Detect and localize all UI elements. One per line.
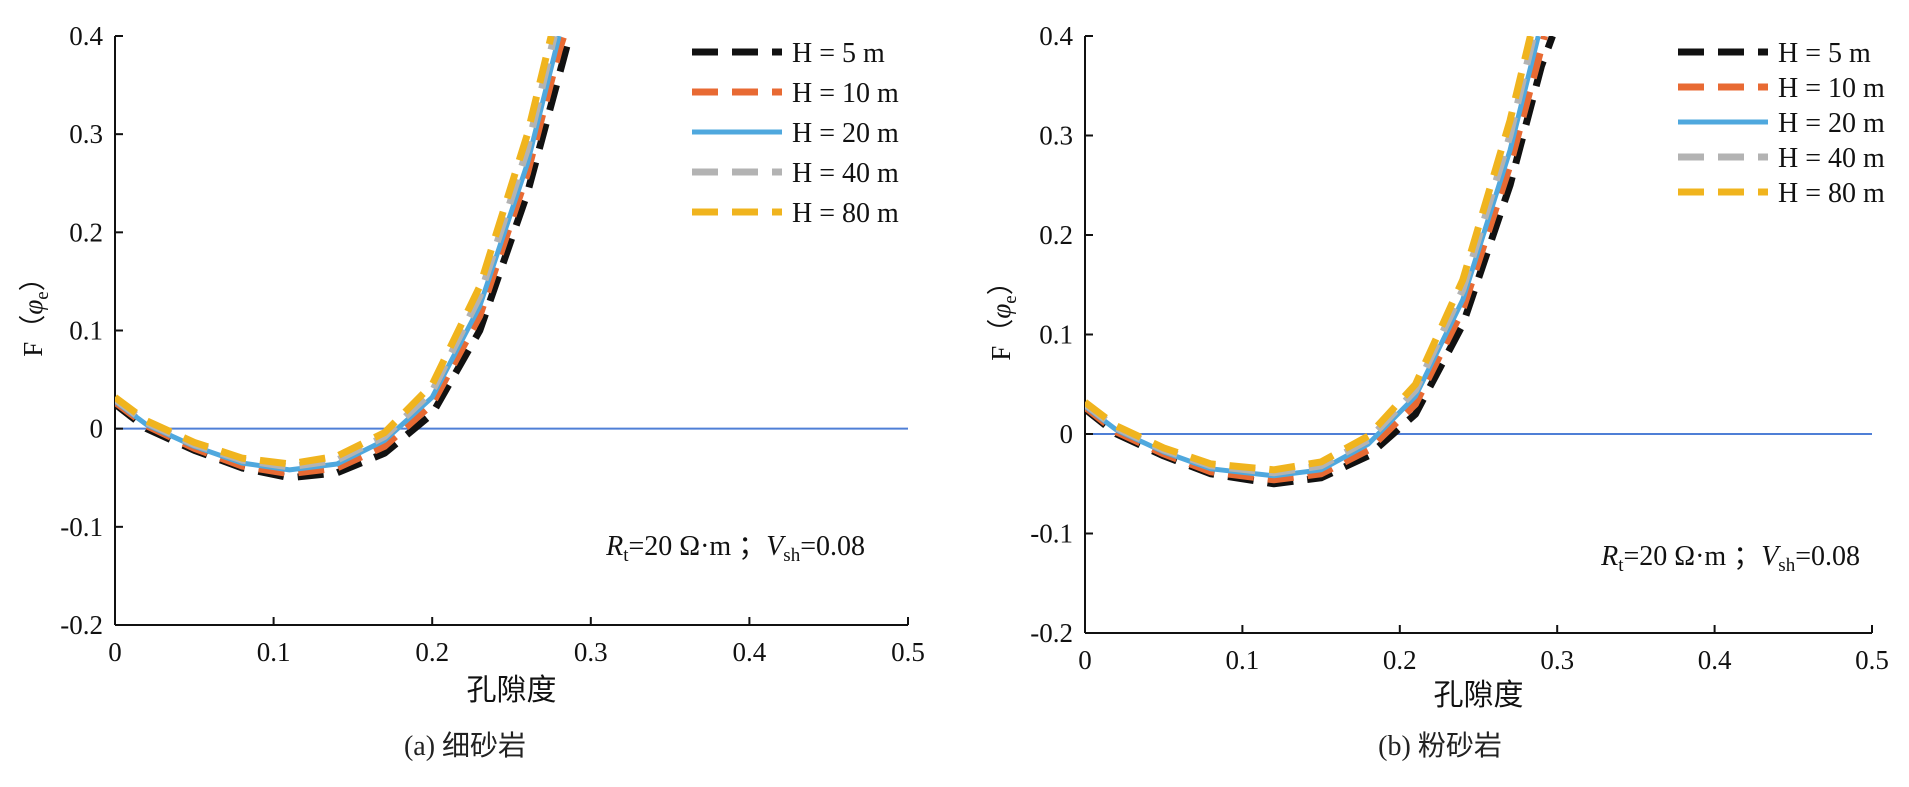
legend-label: H = 5 m	[792, 38, 885, 69]
chart-caption: (b) 粉砂岩	[1378, 730, 1502, 762]
chart-a: 0 0.1 0.2 0.3 0.4 0.5 -0.2 -0.1 0 0.1 0.2 0.3 0.4 H =…	[18, 21, 925, 762]
y-tick-label: 0.4	[69, 21, 103, 51]
y-tick-label: 0.1	[69, 316, 103, 346]
x-tick-label: 0	[1078, 645, 1092, 675]
y-tick-label: -0.2	[60, 610, 103, 640]
y-tick-label: 0	[90, 414, 104, 444]
legend-label: H = 80 m	[792, 198, 899, 229]
x-tick-label: 0.5	[1855, 645, 1889, 675]
x-tick-label: 0.2	[415, 637, 449, 667]
y-tick-label: -0.1	[60, 512, 103, 542]
legend-label: H = 5 m	[1778, 38, 1871, 69]
x-tick-label: 0.2	[1383, 645, 1417, 675]
chart-caption: (a) 细砂岩	[404, 730, 526, 762]
y-tick-label: 0.3	[1039, 121, 1073, 151]
x-axis-label: 孔隙度	[1434, 678, 1524, 713]
parameter-annotation: Rt=20 Ω·m ；Vsh=0.08	[1600, 541, 1860, 576]
legend-label: H = 20 m	[1778, 108, 1885, 139]
legend-label: H = 10 m	[792, 78, 899, 109]
y-tick-label: -0.2	[1030, 618, 1073, 648]
y-tick-label: 0.2	[69, 217, 103, 247]
y-tick-label: 0.4	[1039, 21, 1073, 51]
chart-b: 0 0.1 0.2 0.3 0.4 0.5 -0.2 -0.1 0 0.1 0.2 0.3 0.4 H =…	[986, 21, 1889, 762]
series-line-h80m	[1085, 36, 1534, 474]
series-line-h20m	[115, 36, 562, 473]
series-line-h40m	[1085, 36, 1538, 477]
x-tick-label: 0.1	[257, 637, 291, 667]
y-axis-label: F（φe）	[18, 264, 53, 356]
x-tick-label: 0.4	[1698, 645, 1732, 675]
x-tick-label: 0.4	[733, 637, 767, 667]
y-axis-label: F（φe）	[986, 268, 1021, 360]
x-axis-label: 孔隙度	[467, 673, 557, 708]
y-tick-label: 0	[1060, 419, 1074, 449]
x-tick-label: 0.1	[1226, 645, 1260, 675]
x-tick-label: 0.3	[1540, 645, 1574, 675]
legend-label: H = 40 m	[792, 158, 899, 189]
series-line-h10m	[1085, 36, 1548, 484]
series-line-h5m	[115, 44, 571, 482]
y-tick-label: 0.3	[69, 119, 103, 149]
parameter-annotation: Rt=20 Ω·m ；Vsh=0.08	[605, 531, 865, 566]
legend-label: H = 20 m	[792, 118, 899, 149]
legend-label: H = 10 m	[1778, 73, 1885, 104]
legend-label: H = 40 m	[1778, 143, 1885, 174]
x-tick-label: 0	[108, 637, 122, 667]
series-line-h80m	[115, 36, 555, 468]
legend-label: H = 80 m	[1778, 178, 1885, 209]
x-tick-label: 0.5	[891, 637, 925, 667]
y-tick-label: -0.1	[1030, 519, 1073, 549]
y-tick-label: 0.1	[1039, 320, 1073, 350]
x-tick-label: 0.3	[574, 637, 608, 667]
y-tick-label: 0.2	[1039, 220, 1073, 250]
